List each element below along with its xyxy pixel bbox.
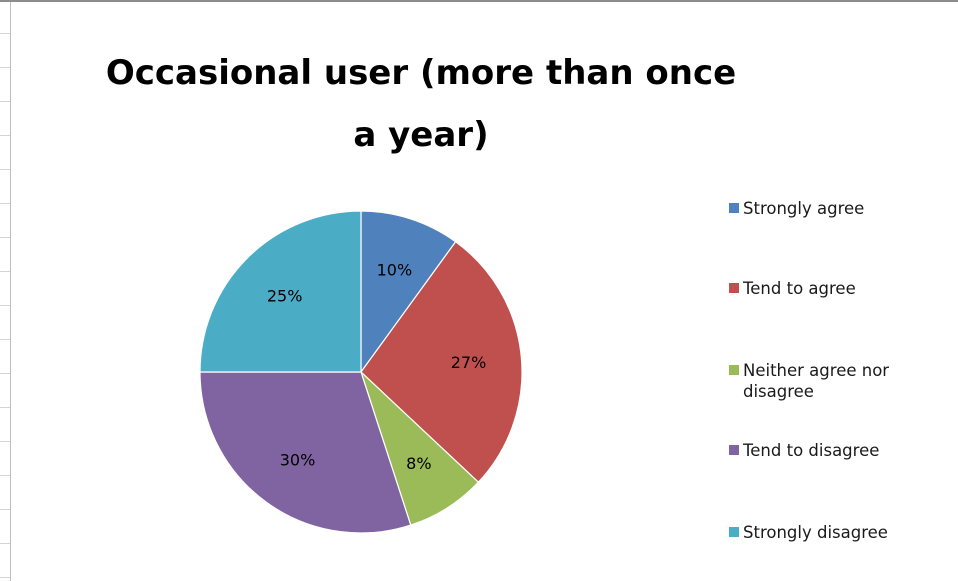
pie-slice-strongly-disagree[interactable] <box>199 210 362 373</box>
legend-label-tend-to-agree: Tend to agree <box>743 278 958 299</box>
spreadsheet-row-gutter <box>0 0 11 581</box>
data-label-neither: 8% <box>406 454 431 473</box>
chart-title: Occasional user (more than once a year) <box>105 53 737 155</box>
legend-label-strongly-agree: Strongly agree <box>743 198 958 219</box>
pie-chart: 10% 27% 8% 30% 25% <box>199 210 523 534</box>
legend-swatch-strongly-disagree <box>729 527 739 537</box>
data-label-tend-to-disagree: 30% <box>280 450 316 469</box>
legend-label-tend-to-disagree: Tend to disagree <box>743 440 958 461</box>
data-label-strongly-agree: 10% <box>377 260 413 279</box>
legend-swatch-strongly-agree <box>729 203 739 213</box>
legend-swatch-tend-to-disagree <box>729 445 739 455</box>
pie-slice-tend-to-disagree[interactable] <box>199 371 412 534</box>
chart-area[interactable]: Occasional user (more than once a year) … <box>11 2 958 581</box>
legend-label-line: Strongly agree <box>743 199 865 218</box>
pie-slice-strongly-agree[interactable] <box>360 210 457 374</box>
data-label-strongly-disagree: 25% <box>267 287 303 306</box>
legend-label-line: Tend to disagree <box>743 441 880 460</box>
legend-swatch-neither <box>729 365 739 375</box>
legend-swatch-tend-to-agree <box>729 283 739 293</box>
legend-label-line: Strongly disagree <box>743 523 888 542</box>
data-label-tend-to-agree: 27% <box>451 353 487 372</box>
legend-label-line: Tend to agree <box>743 279 856 298</box>
pie-slice-tend-to-agree[interactable] <box>360 240 523 484</box>
legend-label-neither: Neither agree nor disagree <box>743 360 958 402</box>
legend-label-strongly-disagree: Strongly disagree <box>743 522 958 543</box>
legend-label-line: disagree <box>743 382 814 401</box>
legend-label-line: Neither agree nor <box>743 361 890 380</box>
worksheet-top-border <box>0 0 958 2</box>
